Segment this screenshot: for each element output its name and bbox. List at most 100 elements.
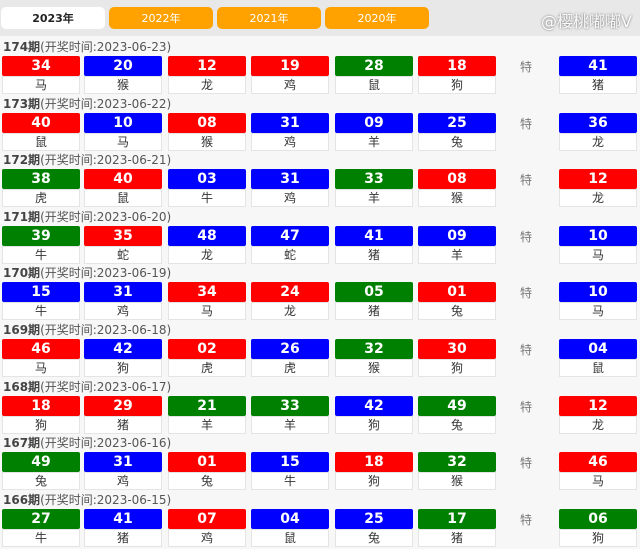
ball-number: 09 (335, 112, 413, 133)
period: 166期 (3, 492, 41, 507)
period: 173期 (3, 96, 41, 111)
draw-block: 169期(开奖时间:2023-06-18) 46 马 42 狗 02 虎 26 虎 32 猴 30 狗特… (0, 319, 640, 377)
zodiac: 狗 (559, 528, 637, 547)
ball-number: 08 (168, 112, 246, 133)
ball-number: 34 (168, 282, 246, 303)
zodiac: 猴 (168, 132, 246, 151)
draw-block: 174期(开奖时间:2023-06-23) 34 马 20 猴 12 龙 19 鸡 28 鼠 18 狗特… (0, 36, 640, 94)
special-ball-cell: 36 龙 (559, 112, 637, 151)
zodiac: 鸡 (84, 472, 162, 491)
draw-block: 170期(开奖时间:2023-06-19) 15 牛 31 鸡 34 马 24 龙 05 猪 01 兔特… (0, 262, 640, 321)
zodiac: 猪 (559, 76, 637, 94)
zodiac: 狗 (2, 415, 80, 434)
ball-number: 32 (418, 452, 496, 473)
zodiac: 羊 (418, 245, 496, 264)
ball-cell: 09 羊 (418, 225, 496, 264)
special-ball-cell: 46 马 (559, 452, 637, 491)
ball-cell: 08 猴 (418, 169, 496, 208)
ball-cell: 03 牛 (168, 169, 246, 208)
ball-number: 12 (559, 395, 637, 416)
special-label: 特 (520, 173, 533, 188)
special-label: 特 (520, 116, 533, 131)
zodiac: 羊 (251, 415, 329, 434)
draw-row: 27 牛 41 猪 07 鸡 04 鼠 25 兔 17 猪特 06 狗 (0, 508, 640, 547)
draw-block: 166期(开奖时间:2023-06-15) 27 牛 41 猪 07 鸡 04 鼠 25 兔 17 猪特… (0, 489, 640, 547)
ball-number: 48 (168, 225, 246, 246)
special-ball-cell: 41 猪 (559, 56, 637, 94)
tab-year-2022[interactable]: 2022年 (109, 7, 213, 29)
zodiac: 牛 (2, 302, 80, 321)
ball-cell: 01 兔 (168, 452, 246, 491)
special-label: 特 (520, 512, 533, 527)
period: 171期 (3, 209, 41, 224)
zodiac: 鸡 (251, 76, 329, 94)
draw-list: 174期(开奖时间:2023-06-23) 34 马 20 猴 12 龙 19 鸡 28 鼠 18 狗特… (0, 36, 640, 547)
ball-number: 19 (251, 56, 329, 76)
ball-cell: 27 牛 (2, 508, 80, 547)
ball-cell: 28 鼠 (335, 56, 413, 94)
ball-cell: 46 马 (2, 338, 80, 377)
ball-number: 12 (559, 169, 637, 190)
ball-number: 04 (251, 508, 329, 529)
special-ball-cell: 06 狗 (559, 508, 637, 547)
ball-number: 09 (418, 225, 496, 246)
draw-block: 172期(开奖时间:2023-06-21) 38 虎 40 鼠 03 牛 31 鸡 33 羊 08 猴特… (0, 149, 640, 208)
zodiac: 马 (168, 302, 246, 321)
ball-number: 02 (168, 338, 246, 359)
ball-number: 21 (168, 395, 246, 416)
special-ball-cell: 12 龙 (559, 169, 637, 208)
ball-cell: 48 龙 (168, 225, 246, 264)
period: 168期 (3, 379, 41, 394)
ball-number: 07 (168, 508, 246, 529)
zodiac: 狗 (418, 358, 496, 377)
ball-cell: 05 猪 (335, 282, 413, 321)
ball-number: 49 (2, 452, 80, 473)
draw-header: 166期(开奖时间:2023-06-15) (0, 491, 640, 509)
special-ball-cell: 10 马 (559, 282, 637, 321)
special-ball-cell: 04 鼠 (559, 338, 637, 377)
ball-number: 08 (418, 169, 496, 190)
ball-cell: 15 牛 (251, 452, 329, 491)
watermark: @樱桃嘟嘟V (541, 12, 632, 31)
ball-cell: 31 鸡 (251, 112, 329, 151)
ball-number: 41 (84, 508, 162, 529)
ball-number: 26 (251, 338, 329, 359)
ball-number: 38 (2, 169, 80, 190)
ball-number: 42 (335, 395, 413, 416)
zodiac: 鸡 (251, 189, 329, 208)
ball-cell: 33 羊 (251, 395, 329, 434)
draw-header: 170期(开奖时间:2023-06-19) (0, 264, 640, 282)
ball-number: 25 (418, 112, 496, 133)
zodiac: 龙 (168, 76, 246, 94)
zodiac: 羊 (335, 132, 413, 151)
ball-number: 12 (168, 56, 246, 76)
ball-number: 10 (84, 112, 162, 133)
ball-number: 29 (84, 395, 162, 416)
ball-cell: 15 牛 (2, 282, 80, 321)
zodiac: 猴 (418, 472, 496, 491)
draw-row: 18 狗 29 猪 21 羊 33 羊 42 狗 49 兔特 12 龙 (0, 395, 640, 434)
zodiac: 蛇 (251, 245, 329, 264)
ball-number: 03 (168, 169, 246, 190)
ball-number: 10 (559, 225, 637, 246)
tab-year-2021[interactable]: 2021年 (217, 7, 321, 29)
zodiac: 虎 (251, 358, 329, 377)
tab-year-2020[interactable]: 2020年 (325, 7, 429, 29)
zodiac: 龙 (168, 245, 246, 264)
zodiac: 兔 (418, 302, 496, 321)
ball-number: 34 (2, 56, 80, 76)
zodiac: 猪 (418, 528, 496, 547)
ball-number: 10 (559, 282, 637, 303)
ball-cell: 08 猴 (168, 112, 246, 151)
tab-year-2023[interactable]: 2023年 (1, 7, 105, 29)
zodiac: 牛 (2, 528, 80, 547)
ball-cell: 41 猪 (84, 508, 162, 547)
zodiac: 鼠 (335, 76, 413, 94)
ball-cell: 49 兔 (418, 395, 496, 434)
period: 172期 (3, 153, 41, 168)
ball-cell: 09 羊 (335, 112, 413, 151)
ball-number: 42 (84, 338, 162, 359)
draw-row: 39 牛 35 蛇 48 龙 47 蛇 41 猪 09 羊特 10 马 (0, 225, 640, 264)
zodiac: 鸡 (168, 528, 246, 547)
ball-number: 25 (335, 508, 413, 529)
